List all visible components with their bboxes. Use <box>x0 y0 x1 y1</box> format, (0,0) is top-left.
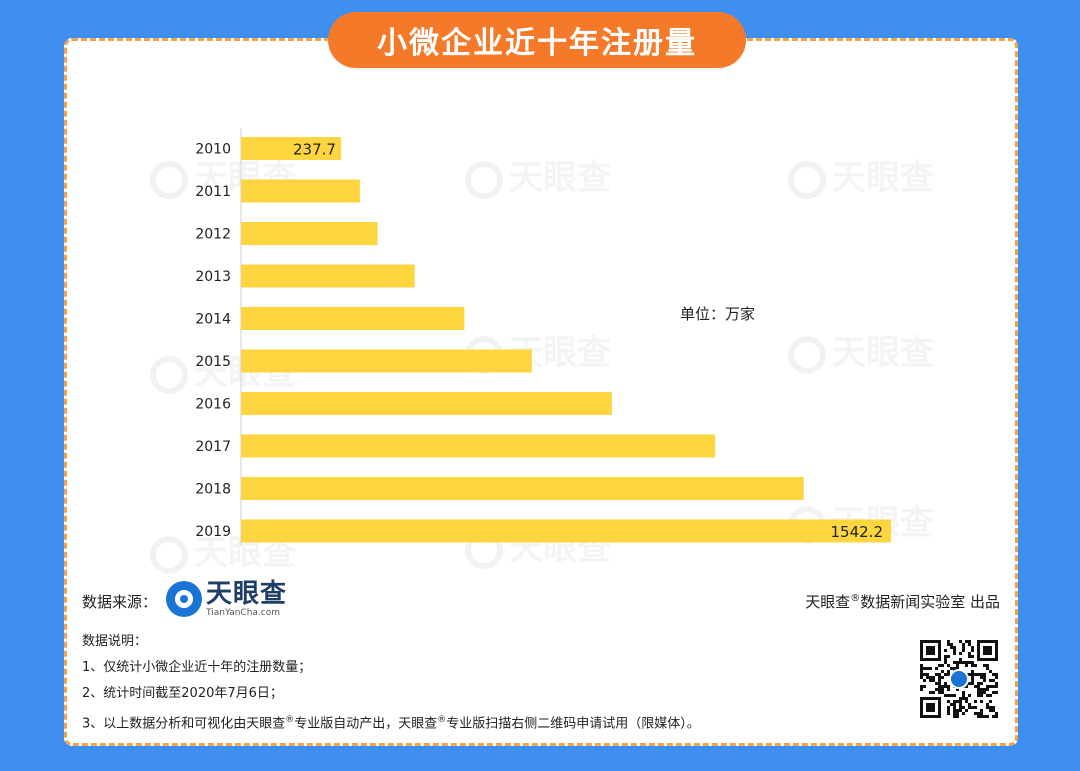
note-text: 专业版自动产出，天眼查 <box>294 716 438 732</box>
notes-heading: 数据说明： <box>82 634 148 649</box>
watermark-icon <box>465 160 503 199</box>
note-item: 3、以上数据分析和可视化由天眼查®专业版自动产出，天眼查®专业版扫描右侧二维码申… <box>82 707 700 737</box>
watermark-text: 天眼查 <box>509 158 611 198</box>
logo-name: 天眼查 <box>206 579 288 609</box>
data-label: 1542.2 <box>831 523 884 541</box>
bar-2016 <box>241 392 612 415</box>
y-tick-label: 2019 <box>195 524 231 540</box>
data-notes: 数据说明： 1、仅统计小微企业近十年的注册数量； 2、统计时间截至2020年7月… <box>82 629 700 737</box>
bar-2018 <box>241 477 804 500</box>
watermark-icon <box>150 160 188 199</box>
unit-label: 单位：万家 <box>680 305 756 323</box>
watermark-logo: 天眼查 <box>465 150 611 199</box>
tianyancha-logo-icon <box>166 581 202 617</box>
y-tick-label: 2010 <box>195 142 231 158</box>
source-logo: 天眼查 TianYanCha.com <box>166 580 287 618</box>
source-label: 数据来源： <box>82 593 158 611</box>
note-item: 1、仅统计小微企业近十年的注册数量； <box>82 660 312 675</box>
note-text: 3、以上数据分析和可视化由天眼查 <box>82 716 286 732</box>
credit-brand: 天眼查 <box>805 593 851 611</box>
qr-code-icon[interactable] <box>920 640 998 718</box>
y-tick-label: 2017 <box>195 439 231 455</box>
bar-2011 <box>241 179 360 203</box>
bar-2013 <box>241 264 415 288</box>
y-tick-label: 2011 <box>195 184 231 200</box>
watermark-text: 天眼查 <box>832 158 934 198</box>
watermark-icon <box>788 335 826 374</box>
watermark-logo: 天眼查 <box>788 325 934 374</box>
bar-2014 <box>241 307 465 330</box>
y-tick-label: 2012 <box>195 227 231 243</box>
credit-line: 天眼查®数据新闻实验室 出品 <box>805 591 1000 612</box>
bar-2015 <box>241 349 532 373</box>
bar-2010 <box>241 137 342 160</box>
note-text: 专业版扫描右侧二维码申请试用（限媒体）。 <box>446 716 700 732</box>
registered-mark: ® <box>285 715 295 725</box>
y-tick-label: 2016 <box>195 397 231 413</box>
y-tick-label: 2015 <box>195 354 231 370</box>
bar-2012 <box>241 222 378 245</box>
watermark-text: 天眼查 <box>832 333 934 373</box>
registered-mark: ® <box>850 593 861 604</box>
data-label: 237.7 <box>293 141 336 159</box>
registered-mark: ® <box>437 715 447 725</box>
watermark-icon <box>150 535 188 574</box>
watermark-icon <box>150 355 188 394</box>
logo-domain: TianYanCha.com <box>206 608 281 618</box>
y-tick-label: 2013 <box>195 269 231 285</box>
watermark-logo: 天眼查 <box>788 150 934 199</box>
note-item: 2、统计时间截至2020年7月6日； <box>82 686 283 701</box>
bar-2017 <box>241 434 716 458</box>
logo-text: 天眼查 TianYanCha.com <box>206 580 287 618</box>
chart-title: 小微企业近十年注册量 <box>328 12 746 68</box>
watermark-icon <box>788 160 826 199</box>
credit-rest: 数据新闻实验室 出品 <box>860 593 1000 611</box>
y-tick-label: 2014 <box>195 312 231 328</box>
y-tick-label: 2018 <box>195 482 231 498</box>
bar-2019 <box>241 519 891 543</box>
